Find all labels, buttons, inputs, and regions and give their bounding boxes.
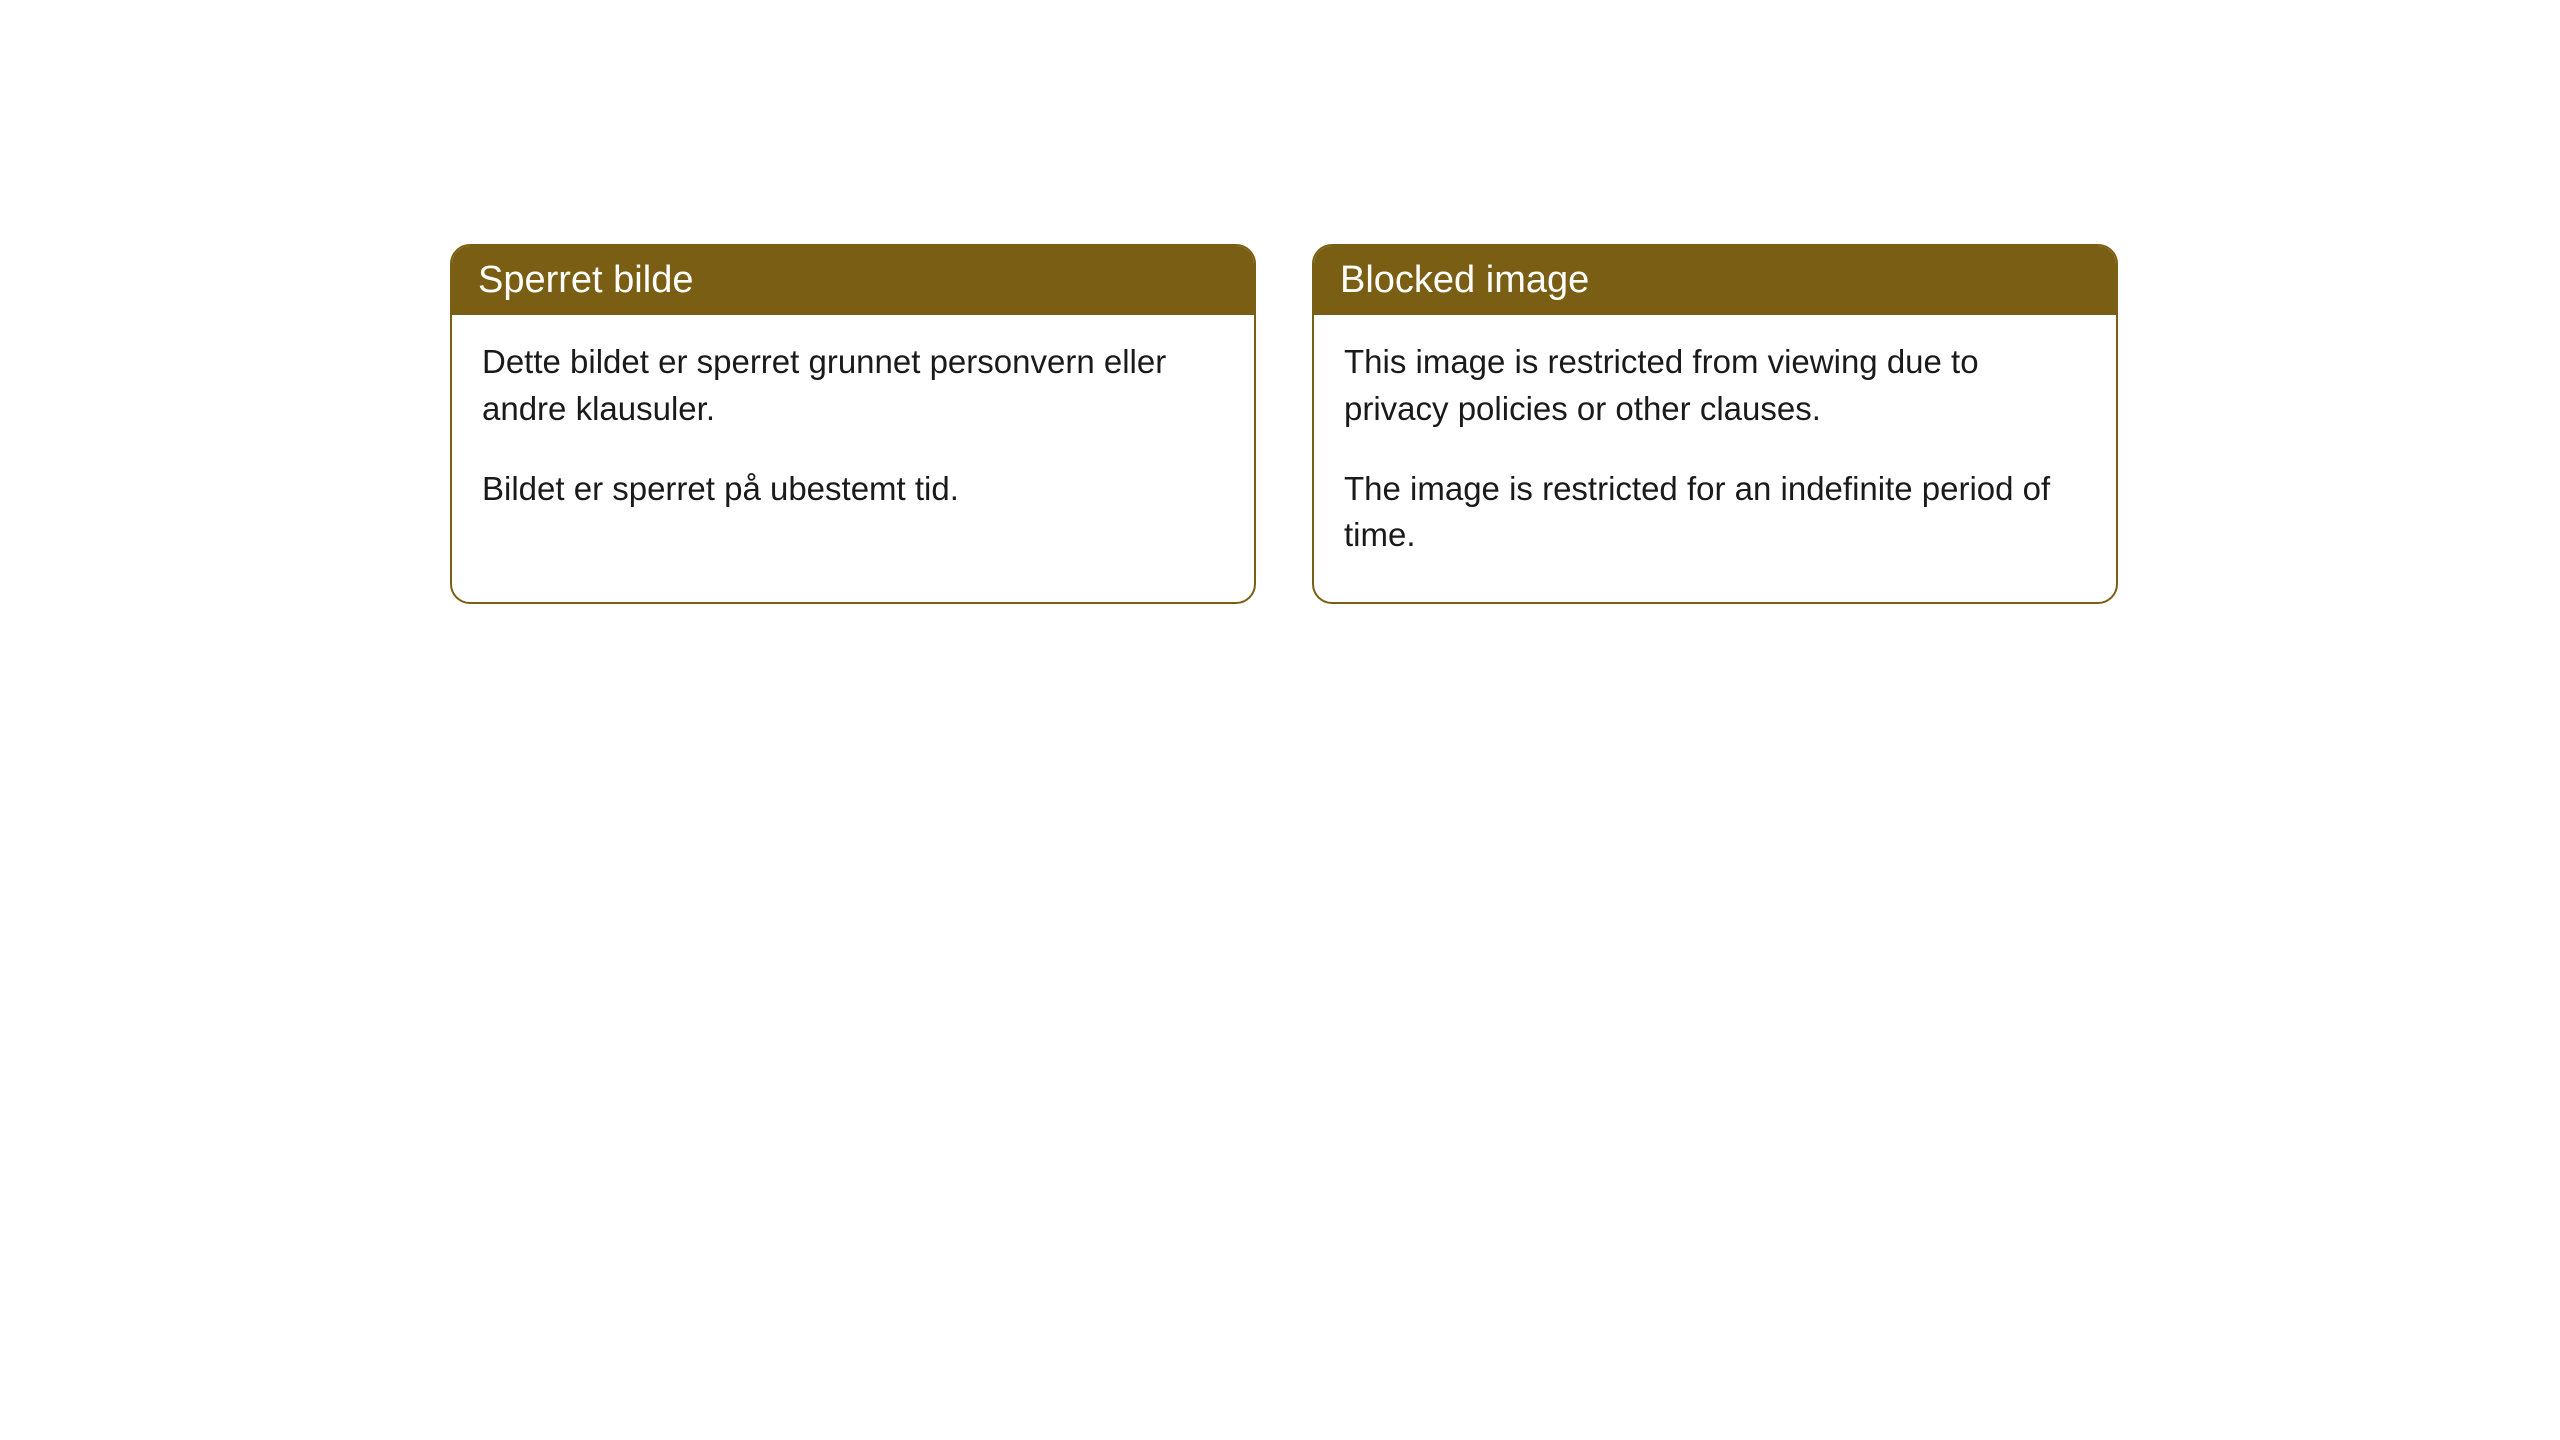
notice-text-norwegian-1: Dette bildet er sperret grunnet personve… bbox=[482, 339, 1224, 431]
blocked-image-card-english: Blocked image This image is restricted f… bbox=[1312, 244, 2118, 604]
card-body-norwegian: Dette bildet er sperret grunnet personve… bbox=[452, 315, 1254, 556]
notice-text-english-1: This image is restricted from viewing du… bbox=[1344, 339, 2086, 431]
notice-text-english-2: The image is restricted for an indefinit… bbox=[1344, 466, 2086, 558]
notice-cards-container: Sperret bilde Dette bildet er sperret gr… bbox=[450, 244, 2118, 604]
card-header-norwegian: Sperret bilde bbox=[452, 246, 1254, 315]
notice-text-norwegian-2: Bildet er sperret på ubestemt tid. bbox=[482, 466, 1224, 512]
card-body-english: This image is restricted from viewing du… bbox=[1314, 315, 2116, 602]
card-header-english: Blocked image bbox=[1314, 246, 2116, 315]
blocked-image-card-norwegian: Sperret bilde Dette bildet er sperret gr… bbox=[450, 244, 1256, 604]
